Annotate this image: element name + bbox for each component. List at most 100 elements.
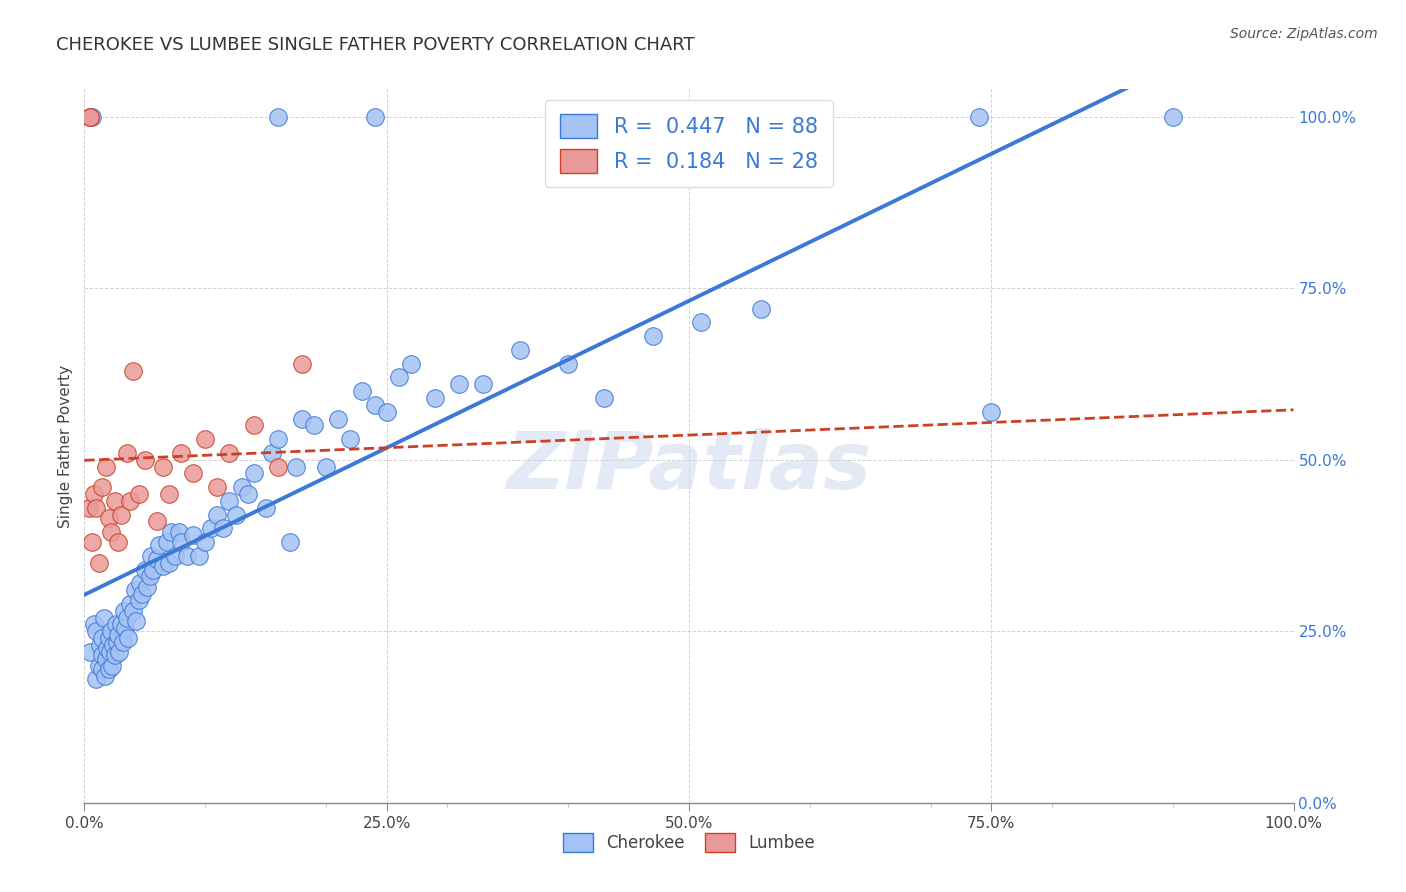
Point [155,535,177,549]
Point [77,500,100,515]
Point [363,398,385,412]
Point [176,549,198,563]
Point [167,524,190,539]
Point [87,658,110,673]
Point [120,494,142,508]
Point [225,508,247,522]
Point [363,110,385,124]
Point [194,432,217,446]
Point [91,648,114,663]
Point [89,638,111,652]
Point [207,480,229,494]
Point [97,662,120,676]
Point [96,641,118,656]
Point [980,405,1002,419]
Point [121,363,143,377]
Point [86,673,108,687]
Point [79,110,101,124]
Point [254,500,277,515]
Point [242,418,264,433]
Point [641,329,664,343]
Point [103,638,125,652]
Point [302,418,325,433]
Point [134,452,156,467]
Point [91,480,114,494]
Point [967,110,990,124]
Point [112,634,135,648]
Point [121,604,143,618]
Point [328,411,350,425]
Point [242,467,264,481]
Point [107,628,129,642]
Point [134,562,156,576]
Point [129,576,152,591]
Point [79,645,101,659]
Point [98,645,121,659]
Point [115,610,138,624]
Point [108,645,131,659]
Legend: Cherokee, Lumbee: Cherokee, Lumbee [557,826,821,859]
Point [79,110,101,124]
Point [146,515,169,529]
Point [131,586,153,600]
Point [284,459,308,474]
Point [218,446,240,460]
Point [97,631,120,645]
Point [423,391,446,405]
Point [101,658,124,673]
Point [194,535,217,549]
Point [110,508,132,522]
Point [94,651,117,665]
Point [105,634,128,648]
Point [170,446,193,460]
Point [115,446,138,460]
Point [112,604,135,618]
Point [79,110,101,124]
Point [97,511,120,525]
Point [86,500,108,515]
Point [315,459,337,474]
Point [207,508,229,522]
Point [449,377,471,392]
Point [200,521,222,535]
Point [267,110,290,124]
Point [339,432,361,446]
Point [114,621,136,635]
Point [148,539,170,553]
Point [278,535,301,549]
Point [86,624,108,639]
Point [181,528,204,542]
Point [100,524,122,539]
Point [104,494,127,508]
Point [125,614,148,628]
Point [267,432,290,446]
Point [399,357,422,371]
Point [291,411,314,425]
Point [157,556,180,570]
Text: CHEROKEE VS LUMBEE SINGLE FATHER POVERTY CORRELATION CHART: CHEROKEE VS LUMBEE SINGLE FATHER POVERTY… [56,36,695,54]
Point [83,617,105,632]
Point [690,316,713,330]
Point [152,459,174,474]
Point [107,535,129,549]
Point [128,487,150,501]
Point [388,370,411,384]
Point [218,494,240,508]
Point [91,631,114,645]
Point [80,110,103,124]
Point [100,624,122,639]
Point [267,459,290,474]
Point [152,559,174,574]
Point [181,467,204,481]
Point [291,357,314,371]
Point [80,535,103,549]
Point [260,446,283,460]
Point [165,549,187,563]
Y-axis label: Single Father Poverty: Single Father Poverty [58,365,73,527]
Point [352,384,374,398]
Point [509,343,531,357]
Point [170,535,193,549]
Point [91,662,114,676]
Text: ZIPatlas: ZIPatlas [506,428,872,507]
Point [120,597,142,611]
